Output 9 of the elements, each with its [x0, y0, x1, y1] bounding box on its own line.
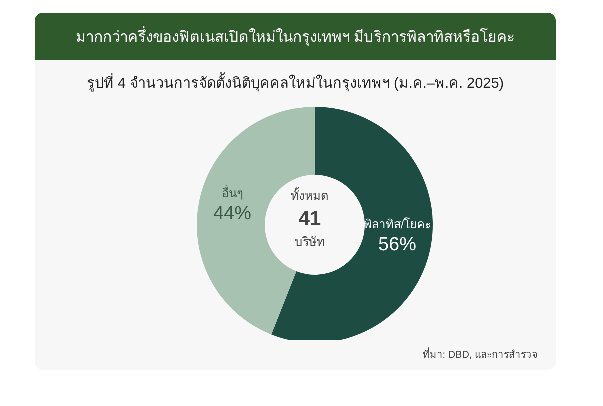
text: ทั้งหมด	[291, 187, 329, 203]
data-label: 56%	[378, 234, 417, 256]
text: 41	[298, 208, 322, 230]
chart-title: มากกว่าครึ่งของฟิตเนสเปิดใหม่ในกรุงเทพฯ มีบริการพิลาทิสหรือโยคะ	[35, 13, 556, 60]
chart-subtitle: รูปที่ 4 จำนวนการจัดตั้งนิติบุคคลใหม่ในกรุงเทพฯ (ม.ค.–พ.ค. 2025)	[86, 72, 506, 94]
text: ที่มา: DBD, และการสำรวจ	[422, 347, 538, 362]
data-label: 44%	[213, 203, 252, 224]
text: บริษัท	[295, 235, 325, 249]
slice-label: อื่นๆ	[222, 184, 243, 200]
